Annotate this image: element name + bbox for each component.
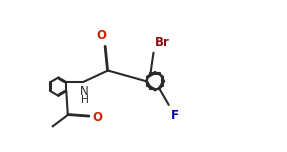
Text: Br: Br	[155, 36, 170, 49]
Text: N: N	[80, 85, 89, 98]
Text: O: O	[93, 111, 103, 124]
Text: O: O	[97, 29, 107, 42]
Text: F: F	[171, 109, 179, 121]
Text: H: H	[81, 95, 88, 105]
